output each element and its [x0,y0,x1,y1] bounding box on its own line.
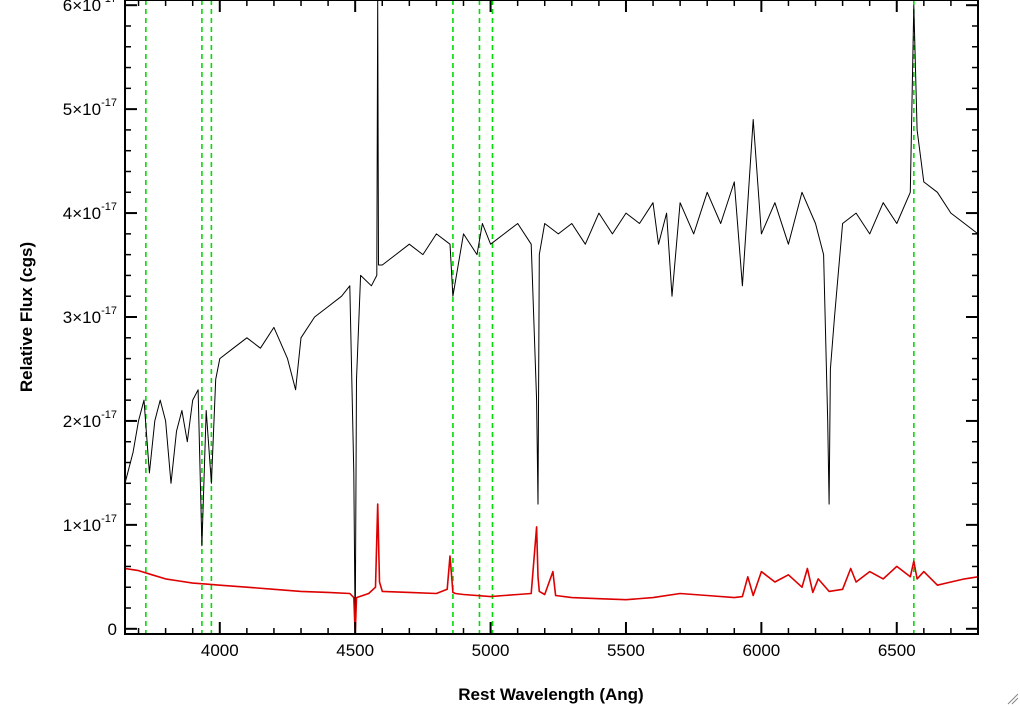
y-tick-label-2: 2×10-17 [63,409,117,431]
reference-lines [145,0,915,634]
x-tick-label-1: 4500 [336,641,374,660]
x-tick-label-5: 6500 [878,641,916,660]
x-tick-label-4: 6000 [742,641,780,660]
x-axis-label: Rest Wavelength (Ang) [458,685,643,704]
resize-grip-icon[interactable] [1007,693,1019,705]
x-tick-label-3: 5500 [607,641,645,660]
series-line-1 [124,503,979,635]
y-tick-label-6: 6×10-17 [63,0,117,15]
y-axis-label: Relative Flux (cgs) [17,242,36,392]
x-tick-label-0: 4000 [201,641,239,660]
x-axis-ticks: 4000 4500 5000 5500 6000 6500 [137,0,979,660]
series-layer [124,0,979,635]
y-tick-label-0: 0 [108,620,117,639]
y-tick-label-4: 4×10-17 [63,201,117,223]
series-line-0 [124,0,979,635]
plot-frame [124,0,979,635]
x-tick-label-2: 5000 [472,641,510,660]
y-tick-label-5: 5×10-17 [63,97,117,119]
y-tick-label-1: 1×10-17 [63,513,117,535]
y-tick-label-3: 3×10-17 [63,305,117,327]
y-axis-ticks: 0 1×10-17 2×10-17 3×10-17 4×10-17 5×10-17 6×10… [63,0,978,639]
